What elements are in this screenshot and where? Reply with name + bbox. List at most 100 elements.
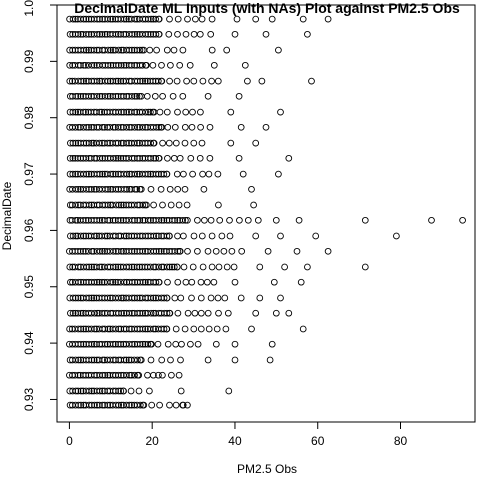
- data-point: [199, 263, 207, 271]
- data-point: [172, 139, 180, 147]
- data-point: [118, 401, 125, 409]
- y-tick-label: 0.93: [22, 387, 36, 411]
- data-point: [93, 30, 101, 38]
- data-point: [96, 92, 104, 100]
- data-point: [180, 170, 187, 178]
- data-point: [109, 92, 117, 100]
- data-point: [215, 263, 223, 271]
- data-point: [158, 216, 166, 224]
- data-point: [85, 185, 93, 193]
- data-point: [112, 232, 119, 240]
- data-point: [72, 170, 79, 178]
- data-point: [115, 108, 122, 116]
- data-point: [128, 263, 136, 271]
- data-point: [155, 154, 163, 162]
- data-point: [153, 46, 160, 54]
- data-point: [134, 201, 141, 209]
- data-point: [123, 15, 130, 23]
- data-point: [131, 92, 139, 100]
- data-point: [173, 77, 181, 85]
- data-point: [238, 247, 246, 255]
- data-point: [133, 92, 141, 100]
- data-point: [112, 30, 120, 38]
- data-point: [144, 170, 152, 178]
- data-point: [134, 123, 141, 131]
- data-point: [118, 108, 125, 116]
- data-point: [126, 325, 133, 333]
- data-point: [82, 108, 90, 116]
- data-point: [104, 371, 112, 379]
- data-point: [174, 247, 182, 255]
- data-point: [91, 371, 98, 379]
- data-point: [115, 201, 123, 209]
- data-point: [106, 294, 114, 302]
- data-point: [164, 154, 171, 162]
- data-point: [114, 278, 122, 286]
- data-point: [104, 92, 112, 100]
- data-point: [208, 46, 216, 54]
- data-point: [128, 216, 136, 224]
- data-point: [128, 294, 136, 302]
- data-point: [75, 278, 82, 286]
- data-point: [112, 278, 119, 286]
- data-point: [107, 15, 114, 23]
- data-point: [91, 278, 98, 286]
- data-point: [188, 278, 196, 286]
- data-point: [95, 278, 103, 286]
- data-point: [170, 154, 178, 162]
- data-point: [120, 15, 128, 23]
- data-point: [192, 15, 199, 23]
- data-point: [112, 170, 119, 178]
- data-point: [184, 15, 191, 23]
- data-point: [128, 30, 136, 38]
- data-point: [111, 46, 119, 54]
- data-point: [139, 278, 147, 286]
- data-point: [107, 185, 114, 193]
- data-point: [231, 356, 239, 364]
- data-point: [103, 247, 111, 255]
- data-point: [155, 232, 162, 240]
- data-point: [118, 247, 125, 255]
- data-point: [118, 294, 125, 302]
- data-point: [150, 294, 157, 302]
- data-point: [181, 139, 189, 147]
- data-point: [107, 61, 115, 69]
- data-point: [128, 92, 136, 100]
- data-point: [72, 139, 80, 147]
- data-point: [134, 139, 141, 147]
- data-point: [147, 263, 154, 271]
- data-point: [120, 356, 128, 364]
- data-point: [207, 30, 215, 38]
- data-point: [135, 387, 143, 395]
- data-point: [139, 247, 147, 255]
- data-point: [77, 77, 85, 85]
- data-point: [199, 170, 206, 178]
- data-point: [67, 309, 74, 317]
- data-point: [139, 325, 147, 333]
- data-point: [147, 108, 154, 116]
- data-point: [91, 185, 98, 193]
- x-tick-label: 0: [66, 434, 73, 448]
- data-point: [158, 232, 165, 240]
- data-point: [150, 232, 158, 240]
- data-point: [179, 46, 187, 54]
- data-point: [85, 46, 93, 54]
- data-point: [69, 139, 77, 147]
- data-point: [222, 325, 230, 333]
- data-point: [136, 77, 144, 85]
- data-point: [88, 340, 96, 348]
- data-point: [143, 92, 151, 100]
- data-point: [74, 309, 82, 317]
- data-point: [88, 325, 95, 333]
- data-point: [143, 201, 150, 209]
- data-point: [72, 123, 79, 131]
- data-point: [312, 232, 320, 240]
- data-point: [139, 123, 146, 131]
- data-point: [147, 216, 154, 224]
- data-point: [79, 216, 87, 224]
- data-point: [208, 263, 216, 271]
- data-point: [115, 401, 123, 409]
- data-point: [82, 232, 90, 240]
- data-point: [152, 15, 159, 23]
